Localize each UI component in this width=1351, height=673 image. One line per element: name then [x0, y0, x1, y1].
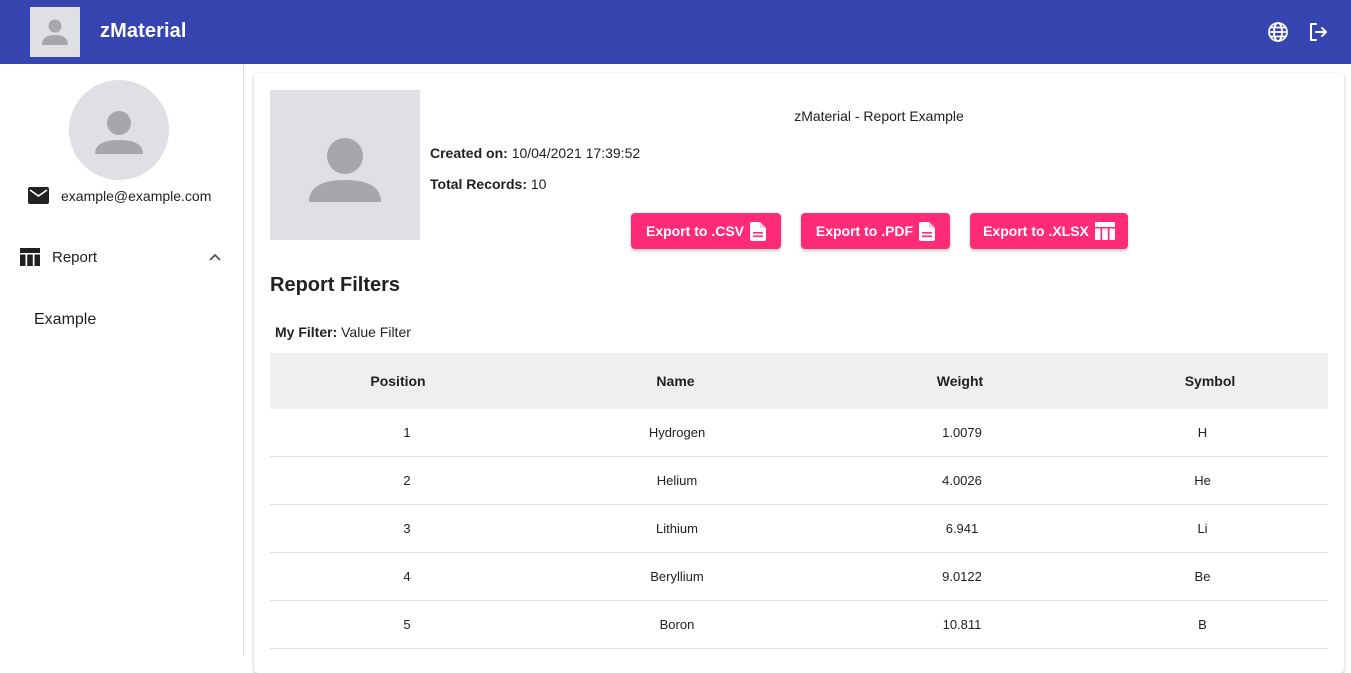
created-label: Created on:	[430, 145, 508, 161]
person-placeholder-icon	[95, 111, 143, 154]
total-label: Total Records:	[430, 176, 527, 192]
cell-weight: 4.0026	[942, 473, 982, 488]
cell-weight: 6.941	[945, 521, 979, 536]
table-icon	[1094, 222, 1115, 240]
cell-name: Hydrogen	[648, 425, 706, 440]
cell-position: 1	[403, 425, 411, 440]
total-value: 10	[530, 176, 547, 192]
export-xlsx-label: Export to .XLSX	[983, 223, 1089, 239]
total-records: Total Records: 10	[430, 176, 546, 192]
export-pdf-button[interactable]: Export to .PDF	[801, 213, 950, 249]
export-csv-label: Export to .CSV	[645, 223, 744, 239]
person-placeholder-icon	[309, 138, 381, 202]
sidebar: example@example.com Report Example	[0, 64, 244, 656]
filter-line: My Filter: Value Filter	[275, 324, 411, 340]
table-row: 4 Beryllium 9.0122 Be	[270, 553, 1328, 601]
logout-button[interactable]	[1306, 20, 1330, 44]
created-value: 10/04/2021 17:39:52	[511, 145, 641, 161]
sidebar-group-label: Report	[52, 248, 98, 266]
column-header-position[interactable]: Position	[370, 373, 426, 389]
cell-symbol: Be	[1194, 569, 1211, 584]
cell-symbol: He	[1194, 473, 1211, 488]
globe-icon	[1268, 22, 1288, 42]
report-card: zMaterial - Report Example Created on: 1…	[254, 73, 1344, 673]
cell-symbol: H	[1197, 425, 1208, 440]
cell-symbol: Li	[1197, 521, 1208, 536]
mail-icon	[28, 187, 49, 204]
table-icon	[20, 248, 40, 266]
cell-name: Boron	[659, 617, 695, 632]
report-image	[270, 90, 420, 240]
person-placeholder-icon	[42, 19, 68, 45]
cell-name: Helium	[656, 473, 698, 488]
report-filters-title: Report Filters	[270, 274, 401, 296]
export-csv-button[interactable]: Export to .CSV	[631, 213, 781, 249]
filter-label: My Filter:	[275, 324, 338, 340]
language-button[interactable]	[1266, 20, 1290, 44]
report-table: Position Name Weight Symbol 1 Hydrogen 1…	[270, 353, 1328, 649]
table-row: 1 Hydrogen 1.0079 H	[270, 409, 1328, 457]
table-header: Position Name Weight Symbol	[270, 353, 1328, 409]
cell-position: 3	[403, 521, 411, 536]
table-row: 2 Helium 4.0026 He	[270, 457, 1328, 505]
chevron-up-icon[interactable]	[208, 252, 222, 262]
export-xlsx-button[interactable]: Export to .XLSX	[970, 213, 1128, 249]
cell-weight: 1.0079	[942, 425, 982, 440]
logout-icon	[1310, 23, 1327, 41]
report-title: zMaterial - Report Example	[794, 108, 964, 124]
logo	[30, 7, 80, 57]
export-pdf-label: Export to .PDF	[815, 223, 914, 239]
cell-position: 2	[403, 473, 411, 488]
cell-name: Beryllium	[650, 569, 704, 584]
column-header-symbol[interactable]: Symbol	[1184, 373, 1236, 389]
table-row: 3 Lithium 6.941 Li	[270, 505, 1328, 553]
app-title: zMaterial	[100, 20, 187, 42]
user-email: example@example.com	[61, 187, 212, 204]
cell-weight: 10.811	[942, 617, 982, 632]
filter-value: Value Filter	[341, 324, 411, 340]
created-on: Created on: 10/04/2021 17:39:52	[430, 145, 640, 161]
cell-name: Lithium	[656, 521, 698, 536]
cell-symbol: B	[1198, 617, 1207, 632]
sidebar-item-example[interactable]: Example	[34, 311, 97, 328]
file-icon	[919, 221, 936, 241]
file-icon	[750, 221, 766, 241]
column-header-name[interactable]: Name	[656, 373, 695, 389]
sidebar-group-report[interactable]: Report	[0, 240, 243, 274]
cell-position: 5	[403, 617, 411, 632]
table-row: 5 Boron 10.811 B	[270, 601, 1328, 649]
top-app-bar: zMaterial	[0, 0, 1351, 64]
column-header-weight[interactable]: Weight	[936, 373, 984, 389]
cell-weight: 9.0122	[942, 569, 982, 584]
cell-position: 4	[403, 569, 411, 584]
user-email-row: example@example.com	[28, 187, 211, 204]
avatar	[69, 80, 169, 180]
